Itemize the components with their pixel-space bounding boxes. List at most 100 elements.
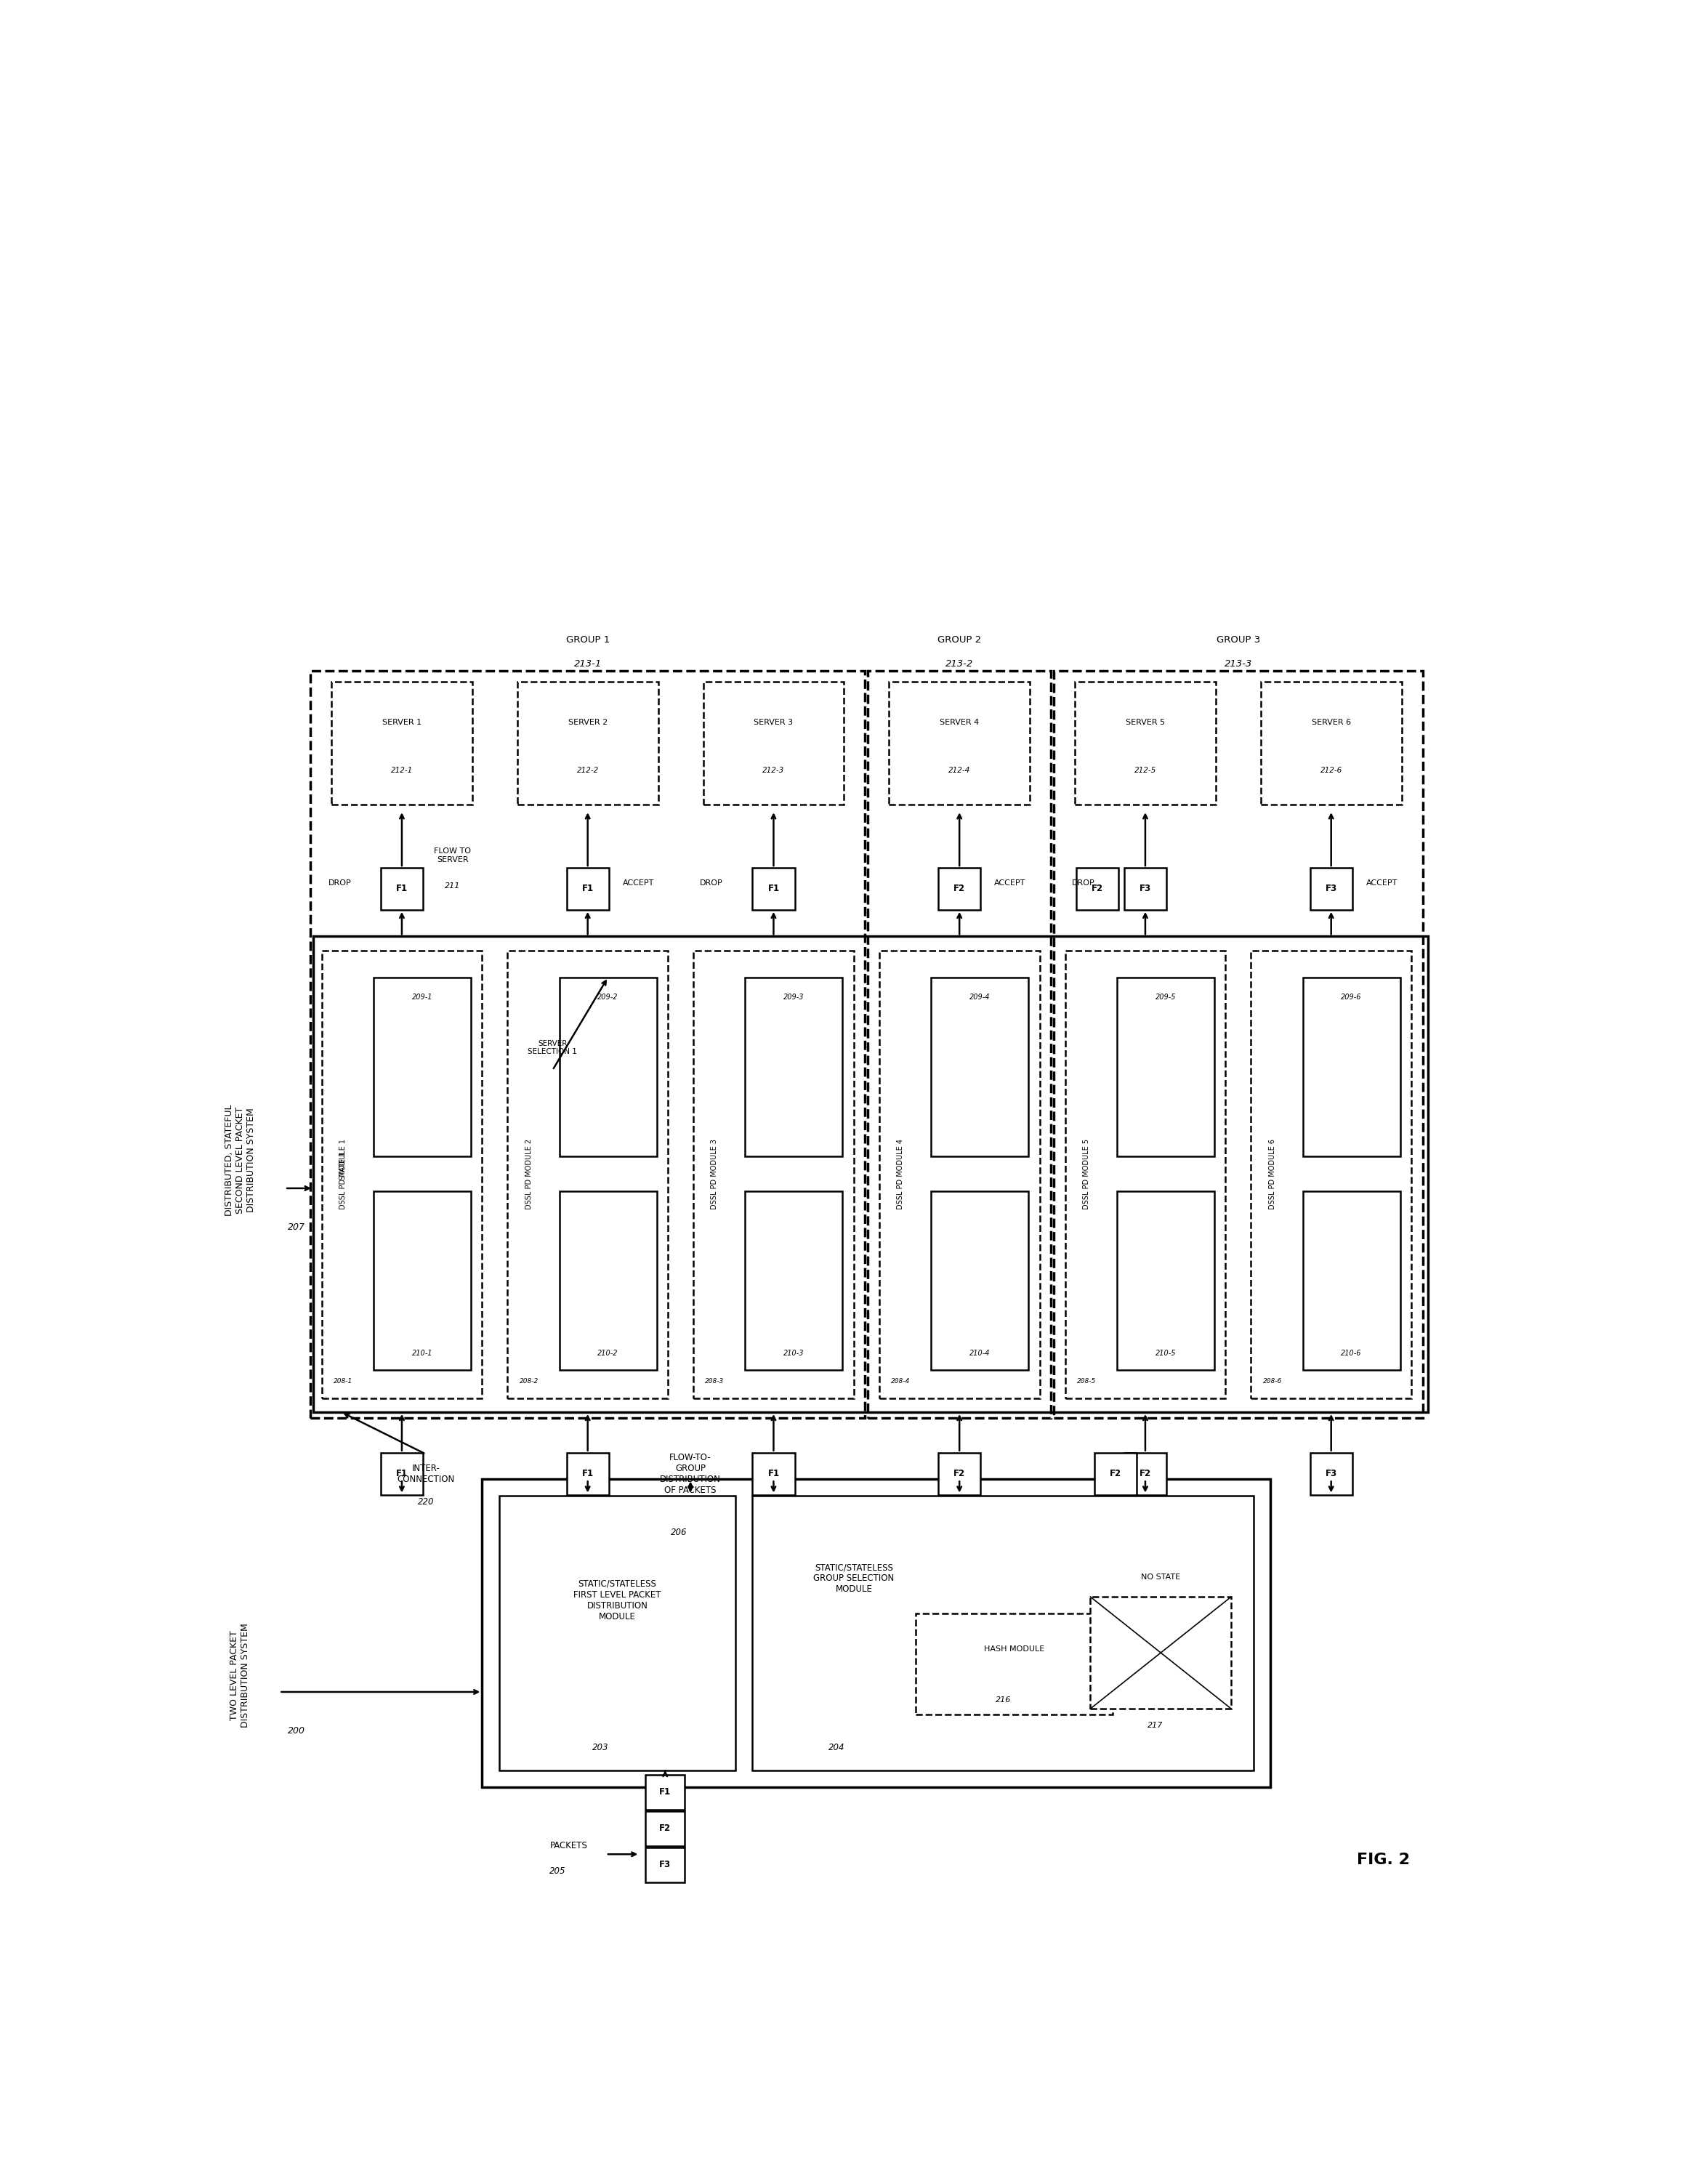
Bar bbox=[322, 950, 483, 1398]
Text: 208-6: 208-6 bbox=[1262, 1378, 1282, 1385]
Text: 212-1: 212-1 bbox=[391, 767, 413, 773]
Bar bbox=[645, 1776, 684, 1811]
Bar bbox=[645, 1811, 684, 1845]
Text: DSSL PD MODULE 3: DSSL PD MODULE 3 bbox=[711, 1140, 718, 1210]
Bar bbox=[1091, 1597, 1232, 1708]
Text: 213-2: 213-2 bbox=[945, 660, 974, 668]
Text: 213-3: 213-3 bbox=[1225, 660, 1252, 668]
Text: F3: F3 bbox=[1325, 885, 1337, 893]
Text: 210-1: 210-1 bbox=[412, 1350, 432, 1356]
Text: 204: 204 bbox=[828, 1743, 845, 1752]
Bar bbox=[1076, 867, 1118, 911]
Bar bbox=[938, 1452, 981, 1494]
Text: STATIC/STATELESS
FIRST LEVEL PACKET
DISTRIBUTION
MODULE: STATIC/STATELESS FIRST LEVEL PACKET DIST… bbox=[574, 1579, 661, 1621]
Bar bbox=[483, 1479, 1270, 1787]
Bar bbox=[1250, 950, 1411, 1398]
Text: 212-3: 212-3 bbox=[762, 767, 784, 773]
Text: F3: F3 bbox=[1325, 1470, 1337, 1479]
Bar bbox=[1303, 976, 1401, 1155]
Text: FIG. 2: FIG. 2 bbox=[1357, 1852, 1409, 1867]
Text: F3: F3 bbox=[659, 1861, 671, 1870]
Text: F2: F2 bbox=[659, 1824, 671, 1832]
Text: SERVER 3: SERVER 3 bbox=[754, 719, 793, 725]
Text: 212-4: 212-4 bbox=[949, 767, 971, 773]
Bar bbox=[938, 867, 981, 911]
Text: 203: 203 bbox=[593, 1743, 608, 1752]
Text: 208-1: 208-1 bbox=[334, 1378, 352, 1385]
Bar bbox=[916, 1614, 1113, 1714]
Text: 209-6: 209-6 bbox=[1342, 994, 1362, 1000]
Text: 209-1: 209-1 bbox=[412, 994, 432, 1000]
Text: INTER-
CONNECTION: INTER- CONNECTION bbox=[396, 1463, 454, 1483]
Text: 210-5: 210-5 bbox=[1155, 1350, 1176, 1356]
Bar bbox=[566, 1452, 608, 1494]
Text: DROP: DROP bbox=[1072, 880, 1094, 887]
Text: F3: F3 bbox=[1140, 885, 1152, 893]
Bar bbox=[693, 950, 854, 1398]
Text: 208-3: 208-3 bbox=[705, 1378, 725, 1385]
Bar bbox=[1076, 681, 1216, 806]
Text: HASH MODULE: HASH MODULE bbox=[984, 1645, 1045, 1653]
Text: GROUP 2: GROUP 2 bbox=[937, 636, 981, 644]
Text: NO STATE: NO STATE bbox=[1142, 1572, 1181, 1581]
Text: ACCEPT: ACCEPT bbox=[1365, 880, 1398, 887]
Bar bbox=[1303, 1190, 1401, 1369]
Bar bbox=[752, 1496, 1254, 1771]
Text: SERVER
SELECTION 1: SERVER SELECTION 1 bbox=[529, 1040, 578, 1055]
Bar bbox=[889, 681, 1030, 806]
Text: 212-6: 212-6 bbox=[1320, 767, 1342, 773]
Bar bbox=[867, 670, 1050, 1417]
Text: 209-3: 209-3 bbox=[783, 994, 805, 1000]
Text: DISTRIBUTED, STATEFUL
SECOND LEVEL PACKET
DISTRIBUTION SYSTEM: DISTRIBUTED, STATEFUL SECOND LEVEL PACKE… bbox=[224, 1105, 256, 1216]
Bar bbox=[373, 1190, 471, 1369]
Bar bbox=[752, 1452, 794, 1494]
Bar bbox=[1054, 670, 1423, 1417]
Text: 210-3: 210-3 bbox=[783, 1350, 805, 1356]
Text: F2: F2 bbox=[1110, 1470, 1121, 1479]
Text: 206: 206 bbox=[671, 1529, 688, 1538]
Text: GROUP 1: GROUP 1 bbox=[566, 636, 610, 644]
Bar bbox=[517, 681, 657, 806]
Bar bbox=[1309, 1452, 1352, 1494]
Bar bbox=[1094, 1452, 1137, 1494]
Bar bbox=[1309, 867, 1352, 911]
Bar bbox=[500, 1496, 735, 1771]
Text: TWO LEVEL PACKET
DISTRIBUTION SYSTEM: TWO LEVEL PACKET DISTRIBUTION SYSTEM bbox=[230, 1623, 251, 1728]
Bar bbox=[559, 1190, 657, 1369]
Text: SERVER 5: SERVER 5 bbox=[1125, 719, 1165, 725]
Bar bbox=[313, 937, 1428, 1413]
Bar bbox=[381, 867, 424, 911]
Bar bbox=[1116, 976, 1215, 1155]
Bar bbox=[1116, 1190, 1215, 1369]
Text: 208-2: 208-2 bbox=[520, 1378, 539, 1385]
Bar bbox=[1260, 681, 1401, 806]
Text: 208-4: 208-4 bbox=[891, 1378, 910, 1385]
Bar bbox=[879, 950, 1040, 1398]
Bar bbox=[373, 976, 471, 1155]
Text: 211: 211 bbox=[446, 882, 461, 889]
Text: 220: 220 bbox=[418, 1496, 434, 1507]
Text: DSSL PD MODULE 2: DSSL PD MODULE 2 bbox=[525, 1140, 532, 1210]
Bar bbox=[932, 976, 1028, 1155]
Bar bbox=[645, 1848, 684, 1883]
Text: F1: F1 bbox=[581, 885, 593, 893]
Text: F1: F1 bbox=[659, 1787, 671, 1797]
Bar bbox=[332, 681, 473, 806]
Text: F2: F2 bbox=[1091, 885, 1103, 893]
Text: 200: 200 bbox=[288, 1725, 305, 1736]
Text: GROUP 3: GROUP 3 bbox=[1216, 636, 1260, 644]
Text: F1: F1 bbox=[767, 1470, 779, 1479]
Bar bbox=[310, 670, 866, 1417]
Text: F1: F1 bbox=[396, 885, 408, 893]
Text: 209-4: 209-4 bbox=[969, 994, 989, 1000]
Text: 212-2: 212-2 bbox=[576, 767, 598, 773]
Text: DSSL PD MODULE 4: DSSL PD MODULE 4 bbox=[896, 1140, 905, 1210]
Text: F2: F2 bbox=[954, 885, 966, 893]
Bar bbox=[1125, 867, 1167, 911]
Text: SERVER 6: SERVER 6 bbox=[1311, 719, 1350, 725]
Text: 205: 205 bbox=[549, 1867, 566, 1876]
Bar bbox=[508, 950, 667, 1398]
Text: 210-6: 210-6 bbox=[1342, 1350, 1362, 1356]
Text: PACKETS: PACKETS bbox=[549, 1841, 588, 1850]
Text: ACCEPT: ACCEPT bbox=[994, 880, 1027, 887]
